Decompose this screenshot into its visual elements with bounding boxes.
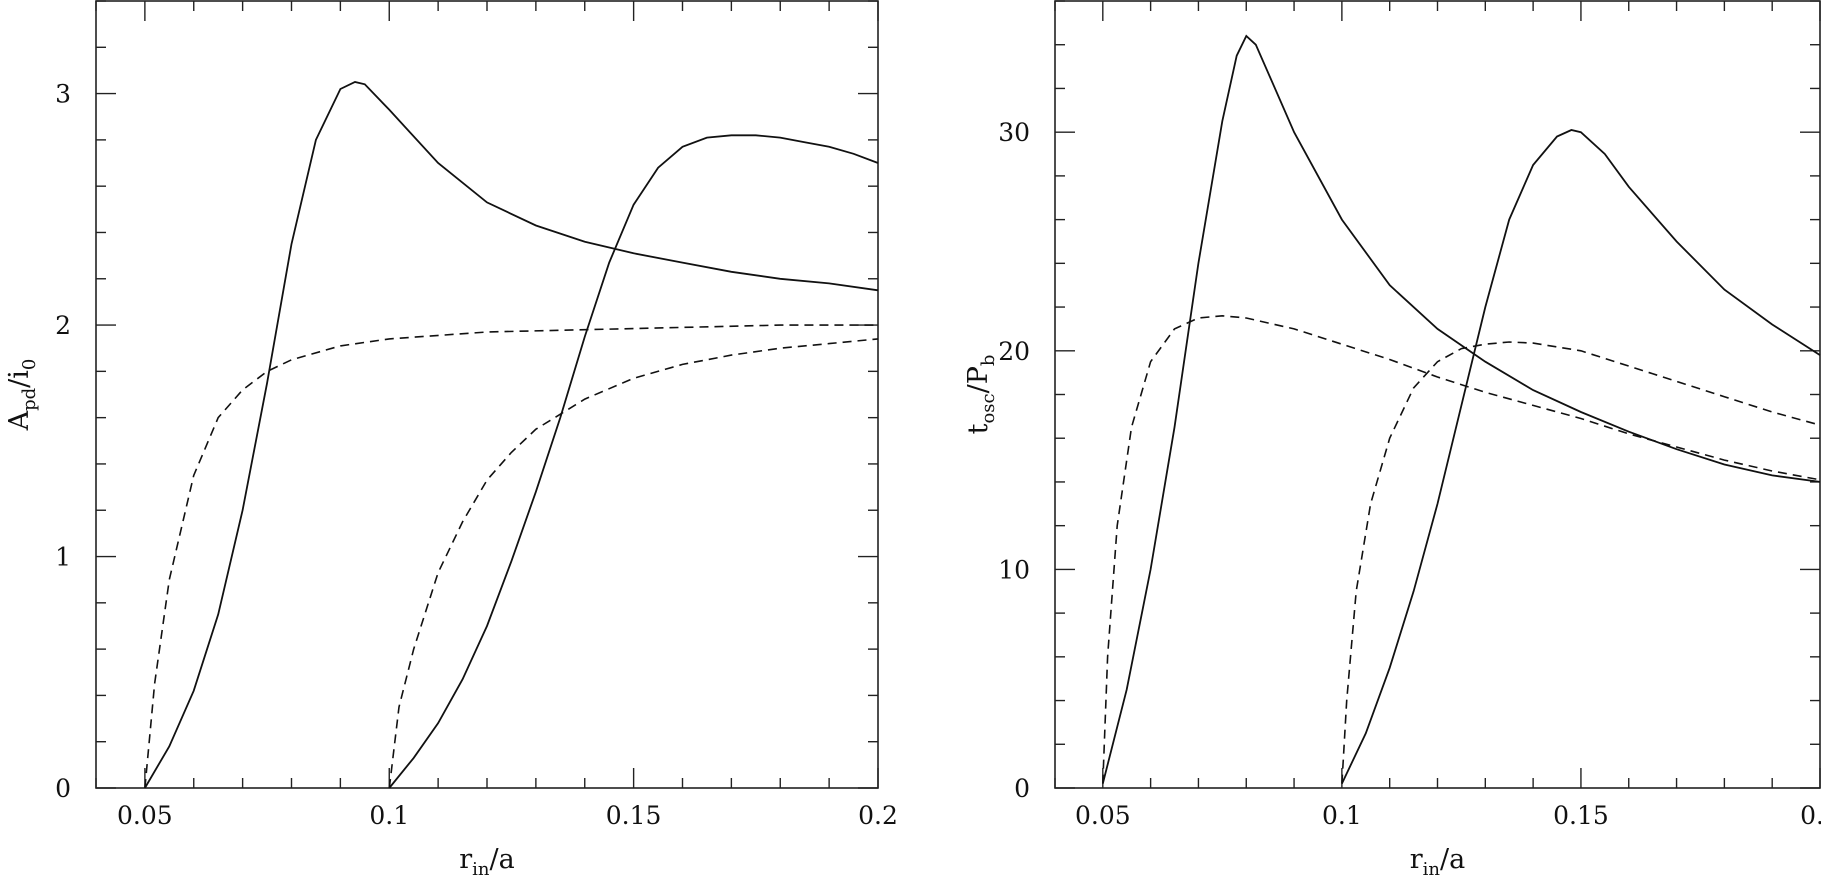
x-tick-label: 0.2 <box>1800 801 1821 830</box>
series-line-solid-0 <box>144 81 879 789</box>
x-tick-label: 0.15 <box>1553 801 1609 830</box>
series-line-dashed-3 <box>1341 341 1821 784</box>
x-axis-label: rin/a <box>459 844 514 876</box>
x-tick-label: 0.1 <box>369 801 409 830</box>
x-tick-label: 0.05 <box>117 801 173 830</box>
y-axis-label: tosc/Pb <box>963 355 999 435</box>
x-tick-label: 0.1 <box>1322 801 1362 830</box>
y-tick-label: 1 <box>55 543 71 572</box>
panel-oscillation-time: 0.05 0.1 0.15 0.2 0 10 20 30 rin/a tosc/Pb <box>963 0 1821 876</box>
series-line-dashed-1 <box>144 324 878 789</box>
x-tick-label: 0.15 <box>606 801 662 830</box>
y-axis-label: Apd/i0 <box>4 359 40 432</box>
y-tick-label: 10 <box>998 555 1030 584</box>
series-line-solid-0 <box>1101 34 1821 784</box>
x-axis-label: rin/a <box>1410 844 1465 876</box>
x-tick-label: 0.2 <box>858 801 898 830</box>
panel-amplitude: 0.05 0.1 0.15 0.2 0 1 2 3 rin/a Apd/i0 <box>4 0 898 876</box>
plot-frame <box>1054 0 1821 789</box>
y-tick-label: 0 <box>55 774 71 803</box>
series-line-solid-2 <box>1341 129 1821 784</box>
plot-frame <box>95 0 879 789</box>
series-line-solid-2 <box>388 134 879 789</box>
series-line-dashed-1 <box>1102 314 1821 784</box>
y-tick-label: 3 <box>55 80 71 109</box>
x-tick-label: 0.05 <box>1075 801 1131 830</box>
y-tick-label: 0 <box>1014 774 1030 803</box>
y-tick-label: 30 <box>998 118 1030 147</box>
y-tick-label: 20 <box>998 337 1030 366</box>
series-line-dashed-3 <box>388 338 879 789</box>
y-tick-label: 2 <box>55 311 71 340</box>
